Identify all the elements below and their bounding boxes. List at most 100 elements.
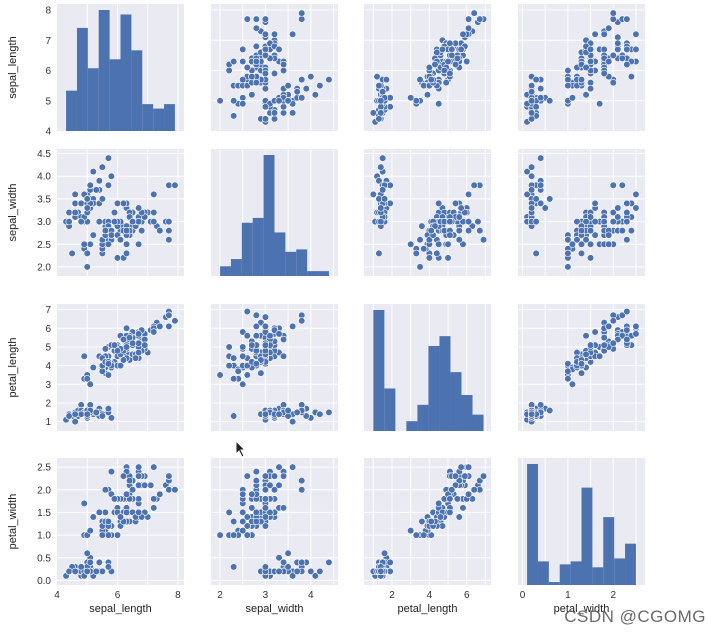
y-tick-label: 4 <box>45 361 51 372</box>
scatter-point <box>116 236 125 244</box>
histogram-bar <box>614 558 626 585</box>
scatter-point <box>261 410 270 418</box>
scatter-point <box>446 508 454 517</box>
scatter-point <box>248 341 256 349</box>
y-tick-label: 0.0 <box>37 576 51 587</box>
scatter-point <box>293 567 301 575</box>
histogram-bar <box>153 108 165 131</box>
scatter-point <box>101 486 109 494</box>
scatter-point <box>279 103 288 111</box>
scatter-point <box>444 254 452 262</box>
scatter-point <box>165 322 173 331</box>
scatter-point <box>407 94 415 102</box>
y-tick-label: 4 <box>45 127 51 138</box>
scatter-point <box>528 172 536 180</box>
scatter-point <box>379 88 387 96</box>
y-tick-label: 3 <box>45 380 51 391</box>
scatter-point <box>377 103 385 111</box>
scatter-point <box>632 190 640 198</box>
scatter-point <box>135 508 143 517</box>
scatter-point <box>252 332 260 340</box>
scatter-point <box>464 15 473 23</box>
scatter-point <box>279 335 288 344</box>
histogram-bar <box>439 336 451 431</box>
x-axis-label: petal_width <box>554 603 610 615</box>
scatter-point <box>302 85 310 93</box>
scatter-point <box>243 332 251 340</box>
histogram-bar <box>252 217 264 276</box>
scatter-point <box>284 563 292 571</box>
scatter-point <box>463 57 471 66</box>
scatter-point <box>293 408 301 416</box>
scatter-point <box>523 190 531 198</box>
histogram-bar <box>109 59 121 131</box>
scatter-point <box>252 79 260 87</box>
x-tick-label: 2 <box>610 590 616 601</box>
scatter-point <box>298 94 306 102</box>
scatter-point <box>632 204 640 212</box>
scatter-point <box>448 51 456 60</box>
scatter-point <box>239 343 247 351</box>
scatter-point <box>113 347 122 355</box>
scatter-point <box>65 217 73 226</box>
scatter-point <box>104 360 113 368</box>
scatter-point <box>243 15 251 23</box>
scatter-point <box>230 563 238 571</box>
scatter-point <box>266 332 274 340</box>
scatter-point <box>77 217 85 226</box>
scatter-point <box>252 477 260 485</box>
scatter-point <box>582 236 590 244</box>
scatter-point <box>104 181 113 189</box>
scatter-point <box>98 531 106 539</box>
scatter-point <box>239 100 247 108</box>
scatter-point <box>77 199 85 208</box>
scatter-point <box>623 307 631 316</box>
scatter-point <box>325 75 333 84</box>
scatter-point <box>586 85 595 93</box>
histogram-bar <box>164 104 175 131</box>
scatter-point <box>600 217 608 226</box>
histogram-bar <box>581 487 593 585</box>
scatter-point <box>537 181 545 189</box>
scatter-point <box>546 406 554 415</box>
scatter-point <box>623 217 631 226</box>
scatter-point <box>416 236 424 244</box>
scatter-point <box>382 75 391 84</box>
histogram-bar <box>559 564 571 585</box>
scatter-point <box>165 472 173 480</box>
scatter-point <box>470 9 478 17</box>
scatter-point <box>632 330 640 338</box>
scatter-point <box>110 341 119 349</box>
scatter-point <box>284 82 292 90</box>
scatter-point <box>261 30 270 38</box>
histogram-bar <box>120 14 132 131</box>
histogram-bar <box>428 345 440 431</box>
scatter-point <box>537 199 545 208</box>
scatter-point <box>92 567 100 575</box>
scatter-point <box>591 217 599 226</box>
histogram-bar <box>384 388 396 431</box>
scatter-point <box>614 39 622 47</box>
scatter-point <box>80 499 88 507</box>
scatter-point <box>230 57 238 66</box>
scatter-point <box>279 66 288 75</box>
scatter-point <box>528 82 536 90</box>
x-tick-label: 2 <box>389 590 395 601</box>
y-tick-label: 2.0 <box>37 262 51 273</box>
scatter-point <box>600 30 608 38</box>
scatter-point <box>83 195 91 203</box>
y-tick-label: 1.5 <box>37 508 51 519</box>
y-tick-label: 7 <box>45 305 51 316</box>
scatter-point <box>128 339 137 347</box>
watermark-text: CSDN @CGOMG <box>564 607 706 626</box>
scatter-point <box>605 231 613 239</box>
scatter-point <box>122 343 131 351</box>
histogram-bar <box>307 271 319 276</box>
histogram-bar <box>241 222 253 276</box>
scatter-point <box>266 508 274 517</box>
scatter-point <box>225 362 233 370</box>
scatter-point <box>464 463 473 471</box>
scatter-point <box>307 72 315 81</box>
scatter-point <box>546 195 554 203</box>
scatter-point <box>431 60 439 69</box>
